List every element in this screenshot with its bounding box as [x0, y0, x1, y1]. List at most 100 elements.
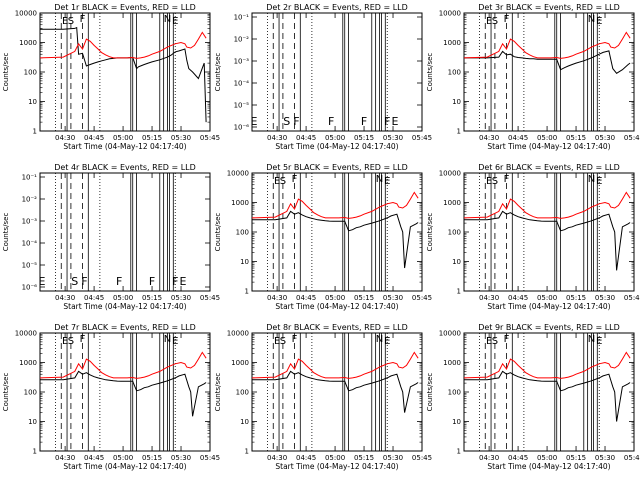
- flag-label: F: [328, 115, 334, 128]
- x-tick-label: 04:45: [84, 294, 104, 302]
- x-axis-label: Start Time (04-May-12 04:17:40): [63, 302, 186, 311]
- plot-frame: [463, 332, 635, 452]
- y-tick-label: 10: [452, 258, 461, 266]
- y-tick-label: 1000: [231, 199, 249, 207]
- y-tick-label: 1000: [443, 359, 461, 367]
- x-tick-label: 05:45: [412, 294, 432, 302]
- y-tick-label: 10000: [15, 10, 37, 18]
- flag-label: N: [588, 334, 595, 345]
- x-tick-label: 05:45: [624, 134, 640, 142]
- x-tick-label: 05:30: [595, 134, 615, 142]
- flag-label: N: [164, 14, 171, 25]
- flag-label: E: [596, 336, 602, 347]
- flag-label: E: [391, 115, 398, 128]
- x-tick-label: 04:30: [267, 134, 287, 142]
- plot-frame: [39, 172, 211, 292]
- flag-label: E: [250, 115, 257, 128]
- series-line-lld: [463, 31, 631, 59]
- x-tick-label: 05:00: [325, 134, 345, 142]
- y-tick-label: 10⁻⁶: [234, 124, 250, 132]
- series-line-events: [252, 370, 419, 413]
- series-line-lld: [39, 31, 207, 59]
- flag-label: E: [172, 336, 178, 347]
- x-tick-label: 05:00: [113, 454, 133, 462]
- flag-label: F: [80, 14, 86, 25]
- flag-label: E: [274, 336, 280, 347]
- x-tick-label: 05:30: [383, 134, 403, 142]
- x-tick-label: 05:15: [566, 454, 586, 462]
- x-tick-label: 05:00: [113, 294, 133, 302]
- x-tick-label: 04:30: [55, 294, 75, 302]
- flag-label: N: [588, 14, 595, 25]
- y-axis-label: Counts/sec: [426, 213, 434, 252]
- flag-label: S: [492, 176, 498, 187]
- y-tick-label: 10000: [439, 170, 461, 178]
- y-tick-label: 100: [24, 69, 37, 77]
- series-line-events: [464, 370, 631, 422]
- y-tick-label: 10⁻⁵: [234, 102, 250, 110]
- flag-label: N: [164, 334, 171, 345]
- x-tick-label: 05:30: [383, 454, 403, 462]
- panel-title: Det 6r BLACK = Events, RED = LLD: [478, 163, 620, 172]
- x-tick-label: 04:45: [296, 294, 316, 302]
- series-line-events: [464, 210, 631, 271]
- y-tick-label: 10⁻²: [22, 196, 38, 204]
- y-axis-label: Counts/sec: [2, 373, 10, 412]
- x-tick-label: 05:00: [325, 294, 345, 302]
- x-tick-label: 05:30: [595, 454, 615, 462]
- y-tick-label: 10: [452, 98, 461, 106]
- x-tick-label: 05:15: [354, 294, 374, 302]
- x-axis-label: Start Time (04-May-12 04:17:40): [275, 302, 398, 311]
- y-axis-label: Counts/sec: [426, 373, 434, 412]
- x-tick-label: 05:00: [537, 134, 557, 142]
- x-tick-label: 05:30: [171, 134, 191, 142]
- flag-label: S: [492, 16, 498, 27]
- plot-frame: [39, 12, 211, 132]
- y-tick-label: 1000: [231, 359, 249, 367]
- x-axis-label: Start Time (04-May-12 04:17:40): [487, 142, 610, 151]
- flag-label: S: [68, 16, 74, 27]
- y-tick-label: 100: [236, 229, 249, 237]
- y-tick-label: 10⁻⁵: [22, 262, 38, 270]
- panel-title: Det 4r BLACK = Events, RED = LLD: [54, 163, 196, 172]
- y-tick-label: 100: [448, 69, 461, 77]
- flag-label: F: [384, 115, 390, 128]
- y-tick-label: 1: [457, 288, 461, 296]
- x-tick-label: 05:15: [142, 294, 162, 302]
- flag-label: E: [596, 16, 602, 27]
- x-tick-label: 05:45: [412, 454, 432, 462]
- x-tick-label: 04:30: [479, 294, 499, 302]
- y-tick-label: 100: [448, 229, 461, 237]
- x-axis-label: Start Time (04-May-12 04:17:40): [487, 462, 610, 471]
- flag-label: E: [62, 336, 68, 347]
- x-tick-label: 05:15: [354, 454, 374, 462]
- plot-frame: [463, 12, 635, 132]
- y-axis-label: Counts/sec: [214, 53, 222, 92]
- plot-frame: [39, 332, 211, 452]
- x-tick-label: 04:45: [508, 294, 528, 302]
- flag-label: S: [492, 336, 498, 347]
- flag-label: E: [486, 16, 492, 27]
- y-axis-label: Counts/sec: [214, 213, 222, 252]
- flag-label: S: [283, 115, 290, 128]
- flag-label: E: [274, 176, 280, 187]
- flag-label: F: [80, 334, 86, 345]
- y-tick-label: 10: [28, 98, 37, 106]
- y-tick-label: 10⁻⁴: [22, 240, 38, 248]
- x-axis-label: Start Time (04-May-12 04:17:40): [275, 462, 398, 471]
- flag-label: E: [486, 336, 492, 347]
- x-tick-label: 05:45: [200, 294, 220, 302]
- plot-frame: [251, 172, 423, 292]
- y-axis-label: Counts/sec: [214, 373, 222, 412]
- plot-frame: [463, 172, 635, 292]
- flag-label: E: [38, 275, 45, 288]
- x-tick-label: 05:45: [200, 134, 220, 142]
- x-tick-label: 05:15: [142, 454, 162, 462]
- flag-label: F: [293, 115, 299, 128]
- series-line-events: [40, 26, 207, 123]
- flag-label: F: [361, 115, 367, 128]
